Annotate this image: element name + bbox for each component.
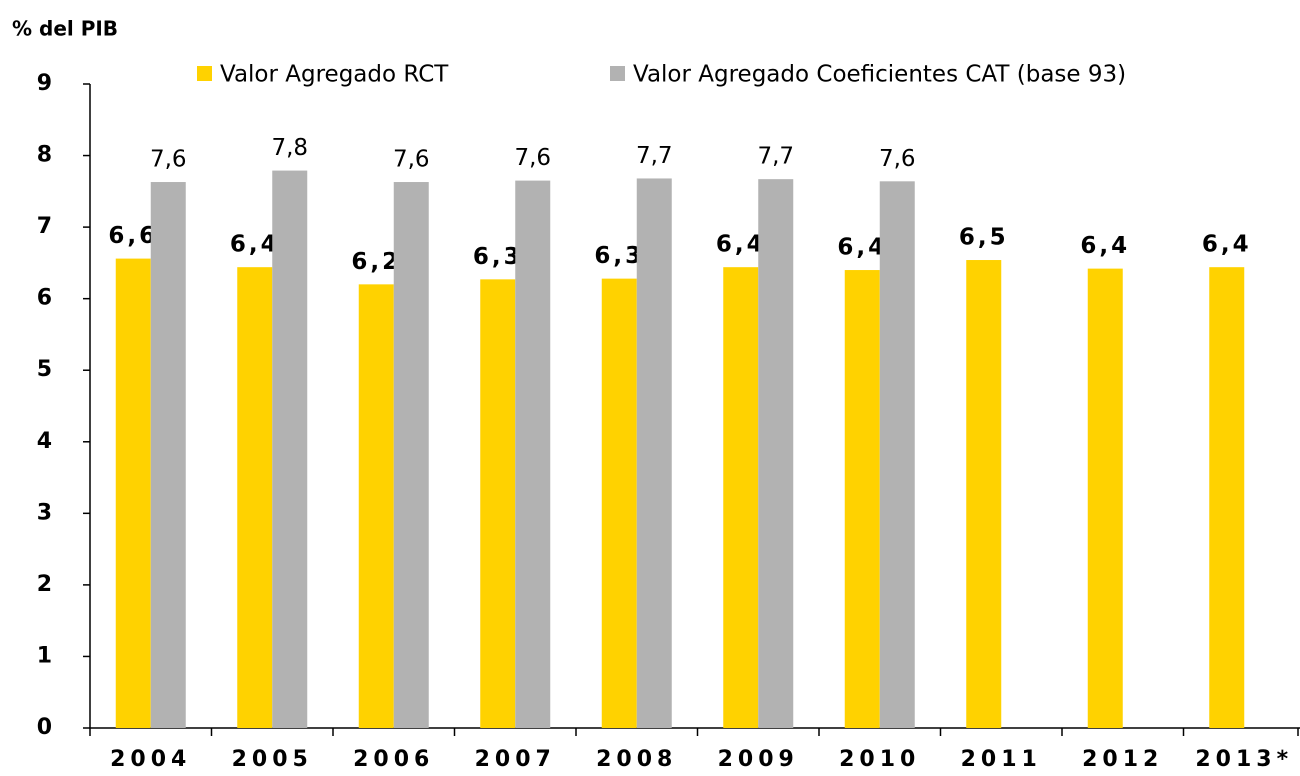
x-tick-label: 2006 [353, 747, 434, 772]
bar [758, 179, 794, 728]
bar [879, 181, 915, 728]
bar [150, 182, 186, 728]
data-label: 6,4 [837, 235, 887, 261]
y-tick-label: 5 [37, 357, 52, 382]
x-tick-label: 2012 [1082, 747, 1163, 772]
data-label: 6,2 [351, 249, 401, 275]
bar [115, 258, 151, 728]
data-label: 6,3 [473, 244, 523, 270]
legend-label: Valor Agregado RCT [220, 62, 449, 88]
x-tick-label: 2013* [1195, 747, 1293, 772]
x-tick-label: 2007 [475, 747, 556, 772]
bar [636, 178, 672, 728]
bar [723, 267, 759, 728]
data-label: 6,4 [1080, 233, 1130, 259]
bar [237, 267, 273, 728]
legend-label: Valor Agregado Coeficientes CAT (base 93… [633, 62, 1126, 88]
x-tick-label: 2004 [110, 747, 191, 772]
y-axis-label: % del PIB [12, 17, 118, 41]
bar [272, 170, 308, 729]
data-label: 7,7 [636, 143, 673, 169]
y-tick-label: 6 [37, 286, 52, 311]
data-label: 7,6 [514, 145, 551, 171]
bar [966, 260, 1002, 728]
y-tick-label: 8 [37, 143, 52, 168]
bar [601, 278, 637, 728]
data-label: 7,6 [393, 147, 430, 173]
y-tick-label: 2 [37, 572, 52, 597]
bar [358, 284, 394, 728]
x-tick-label: 2011 [961, 747, 1042, 772]
y-tick-label: 4 [37, 429, 52, 454]
data-label: 6,5 [959, 225, 1009, 251]
bar [480, 279, 516, 728]
y-tick-label: 0 [37, 715, 52, 740]
data-label: 6,3 [594, 243, 644, 269]
bar [844, 270, 880, 728]
data-label: 6,4 [230, 232, 280, 258]
bar [1087, 268, 1123, 728]
y-tick-label: 1 [37, 643, 52, 668]
data-label: 7,7 [757, 144, 794, 170]
legend-swatch [197, 66, 212, 81]
y-tick-label: 7 [37, 214, 52, 239]
legend-swatch [610, 66, 625, 81]
bar [393, 182, 429, 728]
data-label: 6,4 [1202, 232, 1252, 258]
data-label: 7,8 [271, 135, 308, 161]
y-tick-label: 3 [37, 500, 52, 525]
data-label: 7,6 [150, 147, 187, 173]
data-label: 6,6 [108, 223, 158, 249]
x-tick-label: 2005 [232, 747, 313, 772]
data-label: 6,4 [716, 232, 766, 258]
x-tick-label: 2009 [718, 747, 799, 772]
bar [1209, 267, 1245, 728]
data-label: 7,6 [879, 146, 916, 172]
bar [515, 180, 551, 729]
x-tick-label: 2010 [839, 747, 920, 772]
x-tick-label: 2008 [596, 747, 677, 772]
y-tick-label: 9 [37, 71, 52, 96]
